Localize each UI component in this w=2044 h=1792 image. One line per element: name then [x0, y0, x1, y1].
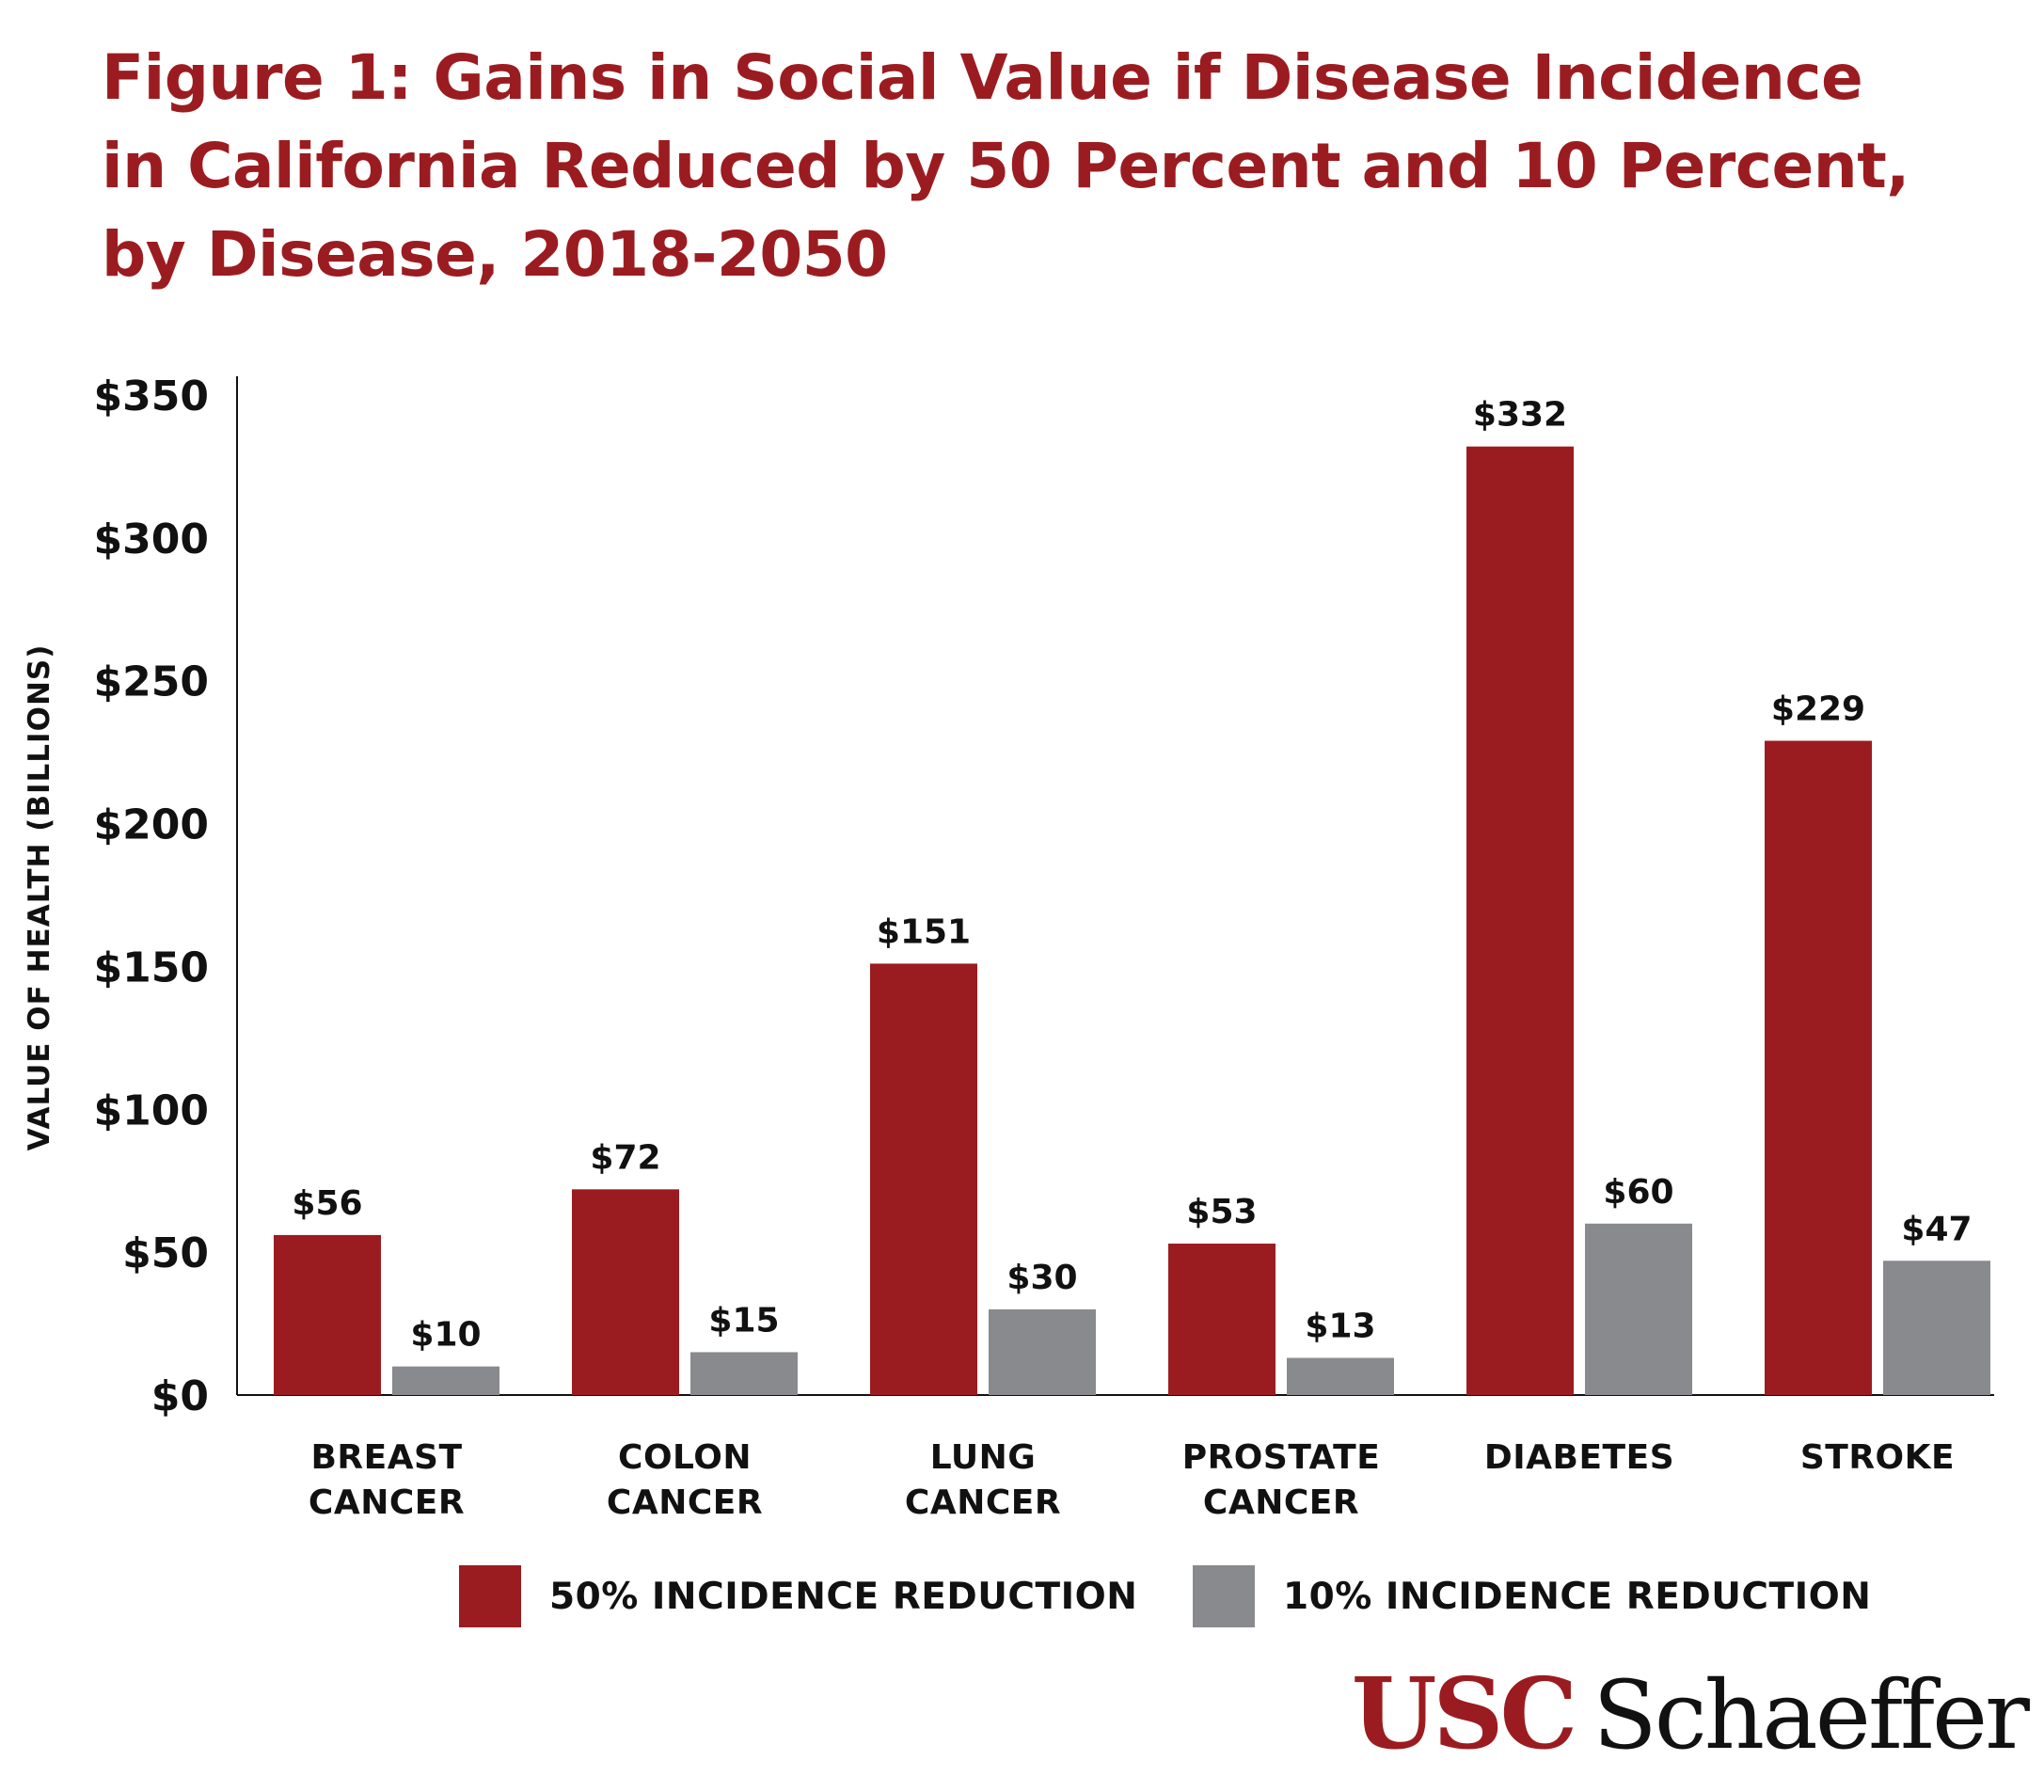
x-tick-label-0-0: BREAST	[310, 1438, 462, 1477]
bar-label-10-5: $47	[1901, 1210, 1972, 1248]
y-tick-label-6: $300	[94, 515, 209, 563]
y-axis-label: VALUE OF HEALTH (BILLIONS)	[23, 644, 56, 1151]
y-tick-label-1: $50	[122, 1229, 209, 1277]
bar-10-4	[1585, 1223, 1692, 1395]
bar-10-0	[392, 1366, 499, 1395]
bar-label-10-2: $30	[1006, 1259, 1077, 1297]
title-line-2: in California Reduced by 50 Percent and …	[102, 130, 1909, 202]
bar-chart: $0 $50 $100 $150 $200 $250 $300 $350 VALUE OF HE…	[23, 373, 1994, 1522]
legend-swatch-50	[459, 1565, 521, 1627]
logo-usc: USC	[1351, 1656, 1578, 1771]
y-tick-label-3: $150	[94, 944, 209, 991]
legend-swatch-10	[1193, 1565, 1255, 1627]
bar-10-2	[989, 1308, 1096, 1395]
legend-label-10: 10% INCIDENCE REDUCTION	[1283, 1575, 1872, 1618]
bar-label-50-5: $229	[1771, 690, 1865, 728]
bar-label-10-3: $13	[1305, 1308, 1375, 1346]
bar-50-1	[572, 1189, 679, 1395]
bar-10-1	[690, 1352, 798, 1395]
legend-item-10: 10% INCIDENCE REDUCTION	[1193, 1563, 1871, 1629]
x-tick-label-2-0: LUNG	[930, 1438, 1037, 1477]
bar-label-10-1: $15	[708, 1301, 779, 1340]
title-line-3: by Disease, 2018-2050	[102, 218, 888, 291]
bar-label-50-3: $53	[1186, 1193, 1257, 1231]
bar-10-3	[1287, 1357, 1394, 1395]
x-tick-label-3-1: CANCER	[1203, 1483, 1359, 1522]
bar-50-0	[274, 1234, 381, 1395]
bar-50-2	[870, 963, 977, 1395]
x-tick-label-1-0: COLON	[618, 1438, 752, 1477]
bar-label-50-1: $72	[590, 1138, 660, 1177]
legend-item-50: 50% INCIDENCE REDUCTION	[459, 1563, 1137, 1629]
y-tick-label-4: $200	[94, 801, 209, 849]
chart-title: Figure 1: Gains in Social Value if Disea…	[102, 34, 2002, 299]
x-tick-label-2-1: CANCER	[905, 1483, 1061, 1522]
bar-label-10-0: $10	[410, 1316, 481, 1355]
x-tick-label-1-1: CANCER	[607, 1483, 763, 1522]
title-line-1: Figure 1: Gains in Social Value if Disea…	[102, 41, 1863, 114]
x-tick-label-4-0: DIABETES	[1484, 1438, 1674, 1477]
bar-50-3	[1168, 1244, 1276, 1395]
logo-schaeffer: Schaeffer	[1592, 1660, 2030, 1770]
bar-label-10-4: $60	[1603, 1173, 1673, 1212]
bar-10-5	[1883, 1261, 1990, 1395]
usc-schaeffer-logo: USC Schaeffer	[1352, 1656, 2030, 1771]
bar-label-50-2: $151	[877, 912, 971, 951]
bar-label-50-0: $56	[292, 1184, 362, 1223]
y-tick-label-5: $250	[94, 658, 209, 706]
legend: 50% INCIDENCE REDUCTION 10% INCIDENCE RE…	[0, 1563, 2044, 1629]
x-tick-label-0-1: CANCER	[309, 1483, 465, 1522]
x-tick-label-5-0: STROKE	[1800, 1438, 1955, 1477]
bar-50-5	[1765, 740, 1872, 1395]
y-tick-label-2: $100	[94, 1086, 209, 1134]
x-tick-label-3-0: PROSTATE	[1182, 1438, 1381, 1477]
legend-label-50: 50% INCIDENCE REDUCTION	[549, 1575, 1138, 1618]
bar-50-4	[1466, 446, 1574, 1395]
bar-label-50-4: $332	[1473, 396, 1567, 435]
y-tick-label-0: $0	[151, 1372, 209, 1420]
y-tick-label-7: $350	[94, 373, 209, 420]
